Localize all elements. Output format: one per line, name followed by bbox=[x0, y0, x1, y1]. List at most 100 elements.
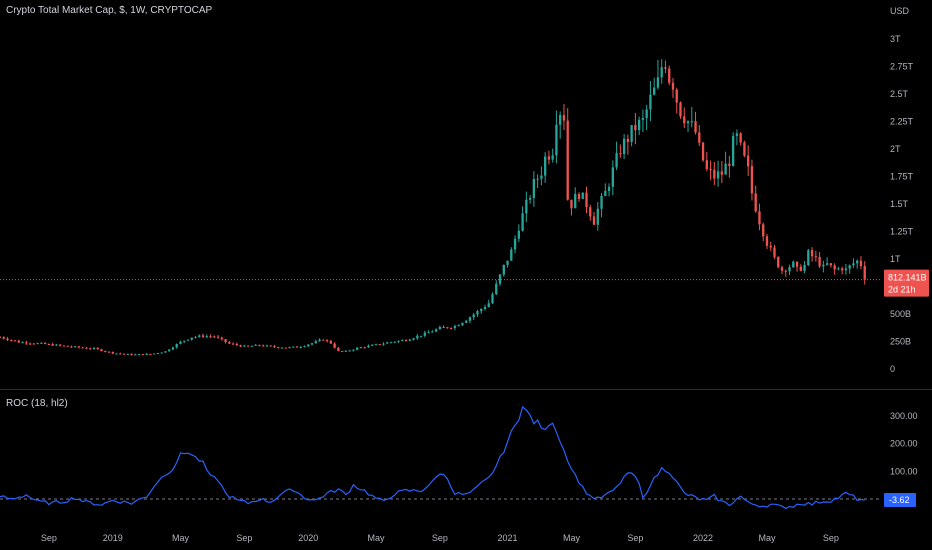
candle-body bbox=[250, 345, 254, 347]
candle-body bbox=[340, 351, 344, 353]
candle-body bbox=[465, 320, 468, 323]
time-tick-label: 2019 bbox=[103, 533, 123, 543]
roc-line bbox=[0, 405, 865, 510]
candle-body bbox=[769, 245, 772, 248]
time-tick-label: May bbox=[172, 533, 190, 543]
candle-body bbox=[423, 332, 427, 336]
candle-body bbox=[739, 133, 742, 143]
candle-body bbox=[280, 347, 284, 349]
price-tick-label: 1T bbox=[890, 254, 901, 264]
candle-body bbox=[491, 294, 494, 304]
candle-body bbox=[570, 199, 573, 209]
candle-body bbox=[344, 350, 348, 352]
candle-body bbox=[216, 336, 220, 338]
candle-body bbox=[694, 121, 697, 133]
candle-body bbox=[389, 342, 393, 344]
candle-body bbox=[269, 345, 272, 347]
candle-body bbox=[814, 256, 818, 258]
candle-body bbox=[239, 345, 242, 347]
candle-body bbox=[795, 261, 799, 267]
price-tick-label: 2.75T bbox=[890, 62, 914, 72]
candle-body bbox=[122, 353, 126, 355]
roc-indicator-label[interactable]: ROC (18, hl2) bbox=[6, 398, 68, 409]
candle-body bbox=[803, 265, 806, 271]
price-tick-label: 2.25T bbox=[890, 117, 914, 127]
candle-body bbox=[32, 343, 36, 345]
candle-body bbox=[716, 171, 720, 179]
candle-body bbox=[134, 354, 137, 356]
chart-title: Crypto Total Market Cap, $, 1W, CRYPTOCA… bbox=[6, 5, 213, 16]
candle-body bbox=[164, 351, 167, 353]
candle-body bbox=[152, 353, 156, 355]
candle-body bbox=[104, 351, 107, 353]
candle-body bbox=[359, 347, 363, 349]
candle-body bbox=[607, 186, 611, 191]
candle-body bbox=[171, 347, 175, 350]
candle-body bbox=[540, 175, 543, 179]
candle-body bbox=[611, 167, 614, 187]
candle-body bbox=[472, 314, 475, 318]
candle-body bbox=[645, 109, 648, 118]
time-tick-label: Sep bbox=[236, 533, 252, 543]
candle-body bbox=[856, 260, 859, 264]
candle-body bbox=[799, 266, 802, 271]
candle-body bbox=[295, 346, 299, 348]
candle-body bbox=[2, 337, 5, 339]
candle-body bbox=[55, 344, 58, 346]
candle-body bbox=[863, 266, 866, 280]
time-axis: Sep 2019 May Sep 2020 May Sep 2021 May Sep 2022 May… bbox=[41, 533, 839, 543]
candle-body bbox=[141, 354, 145, 356]
candle-body bbox=[510, 249, 513, 261]
candle-body bbox=[333, 343, 336, 348]
candle-body bbox=[777, 256, 780, 268]
time-tick-label: May bbox=[367, 533, 385, 543]
candle-body bbox=[679, 102, 682, 117]
candle-body bbox=[483, 307, 487, 310]
candle-body bbox=[205, 336, 208, 338]
candle-body bbox=[848, 265, 851, 269]
candle-body bbox=[13, 340, 17, 342]
candle-body bbox=[374, 344, 378, 346]
candle-body bbox=[765, 236, 769, 246]
candle-body bbox=[431, 331, 434, 333]
candle-body bbox=[547, 156, 551, 160]
candle-body bbox=[382, 343, 385, 345]
candle-body bbox=[589, 207, 592, 217]
candle-body bbox=[596, 208, 599, 225]
candle-body bbox=[404, 340, 408, 342]
candle-body bbox=[468, 317, 472, 321]
candle-body bbox=[829, 263, 833, 266]
candle-body bbox=[156, 353, 160, 355]
candle-body bbox=[498, 274, 502, 284]
candle-body bbox=[145, 353, 148, 355]
roc-last-value-tag: -3.62 bbox=[884, 493, 916, 508]
candle-body bbox=[784, 270, 787, 272]
candle-body bbox=[107, 351, 111, 353]
candle-body bbox=[859, 260, 863, 267]
candle-body bbox=[709, 169, 712, 171]
candle-body bbox=[168, 349, 171, 352]
candle-body bbox=[754, 193, 757, 212]
candle-body bbox=[363, 347, 366, 349]
price-tick-label: 2T bbox=[890, 144, 901, 154]
candle-body bbox=[190, 337, 193, 340]
candle-body bbox=[720, 171, 724, 175]
candle-body bbox=[513, 238, 517, 250]
candle-body bbox=[574, 194, 577, 209]
candle-body bbox=[25, 342, 28, 344]
candle-body bbox=[62, 345, 66, 347]
candle-body bbox=[352, 349, 355, 351]
candle-body bbox=[10, 339, 13, 341]
candle-body bbox=[310, 343, 314, 345]
candle-body bbox=[532, 178, 536, 198]
candle-body bbox=[585, 192, 588, 208]
candle-body bbox=[284, 347, 287, 349]
roc-tick-label: 200.00 bbox=[890, 439, 918, 449]
candle-body bbox=[686, 121, 690, 124]
candle-body bbox=[562, 115, 566, 121]
candle-body bbox=[592, 216, 596, 225]
candle-body bbox=[386, 342, 389, 344]
candle-body bbox=[807, 250, 810, 266]
candle-body bbox=[325, 340, 329, 342]
